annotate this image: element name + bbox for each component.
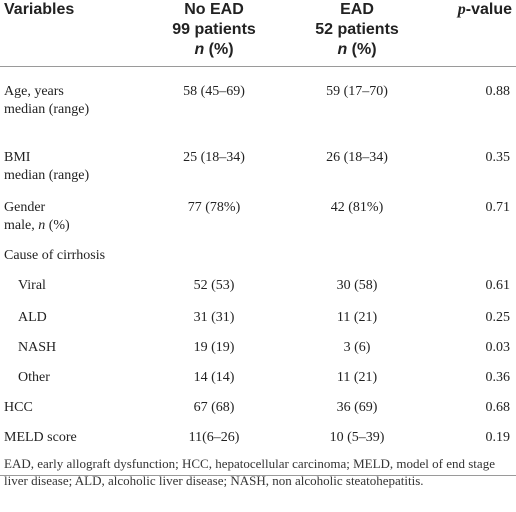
cell-no-ead: 25 (18–34)	[183, 150, 245, 165]
cell-ead: 59 (17–70)	[326, 84, 388, 99]
cell-p-value: 0.36	[485, 370, 511, 385]
cell-p-value: 0.88	[485, 84, 511, 99]
cell-no-ead: 77 (78%)	[187, 200, 241, 215]
cell-p-value: 0.25	[485, 310, 511, 325]
cell-p-value: 0.61	[485, 278, 511, 293]
header-no-ead-count: 99 patients	[172, 21, 256, 38]
table-row: MELD score 11(6–26) 10 (5–39) 0.19	[0, 419, 516, 476]
header-ead-unit: n (%)	[337, 41, 377, 58]
cell-ead: 26 (18–34)	[326, 150, 388, 165]
cell-p-value: 0.71	[485, 200, 511, 215]
header-ead-count: 52 patients	[315, 21, 399, 38]
table-row: HCC 67 (68) 36 (69) 0.68	[0, 389, 516, 419]
cell-p-value: 0.68	[485, 400, 511, 415]
cell-p-value: 0.19	[436, 419, 516, 476]
header-p-value-label: p-value	[457, 1, 512, 18]
cell-no-ead: 31 (31)	[193, 310, 235, 325]
cell-no-ead: 52 (53)	[193, 278, 235, 293]
header-ead: EAD 52 patients n (%)	[278, 0, 436, 67]
cell-ead: 11 (21)	[336, 370, 378, 385]
row-label: Viral	[18, 278, 46, 293]
row-label: Gender male, n (%)	[4, 200, 70, 233]
cell-no-ead: 11(6–26)	[150, 419, 278, 476]
table-footnote: EAD, early allograft dysfunction; HCC, h…	[4, 456, 495, 488]
cell-ead: 36 (69)	[336, 400, 378, 415]
table-row: NASH 19 (19) 3 (6) 0.03	[0, 329, 516, 359]
cell-no-ead: 67 (68)	[193, 400, 235, 415]
table-row: Age, years median (range) 58 (45–69) 59 …	[0, 67, 516, 136]
header-ead-title: EAD	[340, 1, 374, 18]
header-variables-label: Variables	[4, 1, 75, 18]
row-label: MELD score	[0, 419, 150, 476]
row-label: BMI median (range)	[4, 150, 90, 183]
row-label: HCC	[4, 400, 33, 415]
table-container: Variables No EAD 99 patients n (%) EAD 5…	[0, 0, 516, 476]
cell-ead: 30 (58)	[336, 278, 378, 293]
cell-ead: 3 (6)	[343, 340, 371, 355]
cell-no-ead: 14 (14)	[193, 370, 235, 385]
cell-ead: 42 (81%)	[330, 200, 384, 215]
row-label: ALD	[18, 310, 47, 325]
cell-no-ead: 58 (45–69)	[183, 84, 245, 99]
cell-p-value: 0.03	[485, 340, 511, 355]
row-label: Age, years median (range)	[4, 84, 90, 117]
cell-p-value: 0.35	[485, 150, 511, 165]
header-no-ead-unit: n (%)	[194, 41, 234, 58]
header-no-ead-title: No EAD	[184, 1, 244, 18]
header-no-ead: No EAD 99 patients n (%)	[150, 0, 278, 67]
cell-ead: 11 (21)	[336, 310, 378, 325]
section-label: Cause of cirrhosis	[4, 248, 106, 263]
header-row: Variables No EAD 99 patients n (%) EAD 5…	[0, 0, 516, 67]
header-variables: Variables	[0, 0, 150, 67]
header-p-value: p-value	[436, 0, 516, 67]
row-label: Other	[18, 370, 50, 385]
patient-characteristics-table: Variables No EAD 99 patients n (%) EAD 5…	[0, 0, 516, 476]
cell-no-ead: 19 (19)	[193, 340, 235, 355]
table-row: Gender male, n (%) 77 (78%) 42 (81%) 0.7…	[0, 185, 516, 235]
table-row: Viral 52 (53) 30 (58) 0.61	[0, 267, 516, 299]
table-row-section: Cause of cirrhosis	[0, 235, 516, 267]
table-row: ALD 31 (31) 11 (21) 0.25	[0, 299, 516, 329]
cell-ead: 10 (5–39)	[278, 419, 436, 476]
table-row: BMI median (range) 25 (18–34) 26 (18–34)…	[0, 135, 516, 185]
table-row: Other 14 (14) 11 (21) 0.36	[0, 359, 516, 389]
row-label: NASH	[18, 340, 57, 355]
